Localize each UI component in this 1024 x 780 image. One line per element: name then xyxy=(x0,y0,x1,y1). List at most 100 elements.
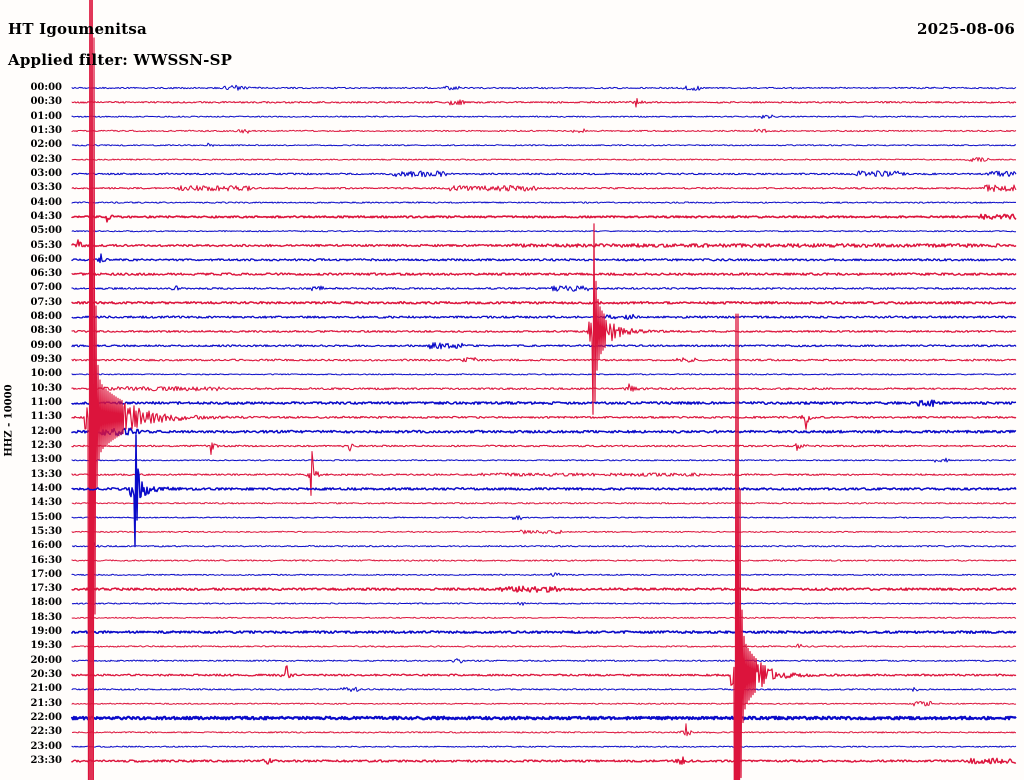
time-label-22:00: 22:00 xyxy=(30,712,62,724)
trace-08:00 xyxy=(71,313,1017,320)
time-label-09:00: 09:00 xyxy=(30,339,62,351)
station-title: HT Igoumenitsa xyxy=(8,20,147,38)
time-label-04:30: 04:30 xyxy=(30,210,62,222)
trace-04:00 xyxy=(71,201,1017,204)
time-label-14:00: 14:00 xyxy=(30,482,62,494)
time-label-02:30: 02:30 xyxy=(30,153,62,165)
time-label-13:30: 13:30 xyxy=(30,468,62,480)
time-label-16:00: 16:00 xyxy=(30,540,62,552)
time-label-07:30: 07:30 xyxy=(30,296,62,308)
time-label-15:30: 15:30 xyxy=(30,525,62,537)
time-label-23:00: 23:00 xyxy=(30,740,62,752)
time-label-20:30: 20:30 xyxy=(30,669,62,681)
time-label-15:00: 15:00 xyxy=(30,511,62,523)
time-label-08:30: 08:30 xyxy=(30,325,62,337)
time-label-18:30: 18:30 xyxy=(30,611,62,623)
trace-07:00 xyxy=(71,285,1017,292)
time-label-19:00: 19:00 xyxy=(30,626,62,638)
trace-06:30 xyxy=(71,272,1017,276)
trace-03:30 xyxy=(71,184,1017,193)
time-label-03:00: 03:00 xyxy=(30,167,62,179)
time-axis-labels: 00:00 00:30 01:00 01:30 02:00 02:30 03:00 03:30… xyxy=(0,0,62,780)
trace-16:30 xyxy=(71,559,1017,562)
trace-05:00 xyxy=(71,230,1017,233)
trace-10:00 xyxy=(71,373,1017,376)
time-label-14:30: 14:30 xyxy=(30,497,62,509)
trace-01:30 xyxy=(71,128,1017,134)
trace-09:30 xyxy=(71,357,1017,363)
trace-07:30 xyxy=(71,300,1017,305)
time-label-21:30: 21:30 xyxy=(30,697,62,709)
trace-00:00 xyxy=(71,84,1017,91)
time-label-05:30: 05:30 xyxy=(30,239,62,251)
time-label-23:30: 23:30 xyxy=(30,755,62,766)
time-label-00:30: 00:30 xyxy=(30,96,62,108)
time-label-12:30: 12:30 xyxy=(30,439,62,451)
trace-02:00 xyxy=(71,142,1017,147)
time-label-08:00: 08:00 xyxy=(30,311,62,323)
time-label-16:30: 16:30 xyxy=(30,554,62,566)
time-label-22:30: 22:30 xyxy=(30,726,62,738)
trace-03:00 xyxy=(71,170,1017,178)
trace-08:30 xyxy=(71,223,1017,415)
trace-06:00 xyxy=(71,253,1017,264)
time-label-05:00: 05:00 xyxy=(30,225,62,237)
trace-23:00 xyxy=(71,745,1017,748)
trace-17:00 xyxy=(71,572,1017,577)
trace-14:30 xyxy=(71,502,1017,505)
trace-15:00 xyxy=(71,515,1017,521)
time-label-11:30: 11:30 xyxy=(30,411,62,423)
applied-filter-label: Applied filter: WWSSN-SP xyxy=(8,51,233,69)
time-label-07:00: 07:00 xyxy=(30,282,62,294)
trace-19:00 xyxy=(71,630,1017,634)
trace-02:30 xyxy=(71,157,1017,163)
trace-19:30 xyxy=(71,643,1017,649)
time-label-10:30: 10:30 xyxy=(30,382,62,394)
trace-05:30 xyxy=(71,239,1017,248)
trace-10:30 xyxy=(71,383,1017,392)
time-label-13:00: 13:00 xyxy=(30,454,62,466)
time-label-04:00: 04:00 xyxy=(30,196,62,208)
trace-22:30 xyxy=(71,723,1017,737)
trace-11:30 xyxy=(71,0,1017,780)
trace-16:00 xyxy=(71,542,1017,548)
trace-04:30 xyxy=(71,213,1017,223)
time-label-06:30: 06:30 xyxy=(30,268,62,280)
time-label-17:00: 17:00 xyxy=(30,568,62,580)
trace-13:00 xyxy=(71,457,1017,463)
trace-11:00 xyxy=(71,399,1017,408)
time-label-01:30: 01:30 xyxy=(30,124,62,136)
time-label-10:00: 10:00 xyxy=(30,368,62,380)
time-label-01:00: 01:00 xyxy=(30,110,62,122)
trace-17:30 xyxy=(71,585,1017,593)
trace-22:00 xyxy=(70,715,1017,721)
trace-23:30 xyxy=(71,756,1017,765)
time-label-11:00: 11:00 xyxy=(30,397,62,409)
time-label-06:00: 06:00 xyxy=(30,253,62,265)
trace-12:30 xyxy=(71,442,1017,455)
time-label-03:30: 03:30 xyxy=(30,182,62,194)
trace-00:30 xyxy=(71,97,1017,108)
time-label-20:00: 20:00 xyxy=(30,654,62,666)
time-label-12:00: 12:00 xyxy=(30,425,62,437)
trace-12:00 xyxy=(71,427,1017,437)
time-label-17:30: 17:30 xyxy=(30,583,62,595)
trace-13:30 xyxy=(71,451,1017,496)
trace-20:30 xyxy=(71,313,1017,780)
time-label-19:30: 19:30 xyxy=(30,640,62,652)
trace-18:00 xyxy=(71,601,1016,606)
time-label-09:30: 09:30 xyxy=(30,354,62,366)
time-label-21:00: 21:00 xyxy=(30,683,62,695)
time-label-00:00: 00:00 xyxy=(30,82,62,93)
time-label-02:00: 02:00 xyxy=(30,139,62,151)
trace-20:00 xyxy=(71,658,1017,664)
trace-01:00 xyxy=(71,114,1017,119)
trace-21:00 xyxy=(71,686,1017,692)
trace-15:30 xyxy=(71,529,1016,535)
trace-18:30 xyxy=(71,616,1017,619)
plot-date: 2025-08-06 xyxy=(917,20,1015,38)
time-label-18:00: 18:00 xyxy=(30,597,62,609)
trace-21:30 xyxy=(71,700,1017,707)
